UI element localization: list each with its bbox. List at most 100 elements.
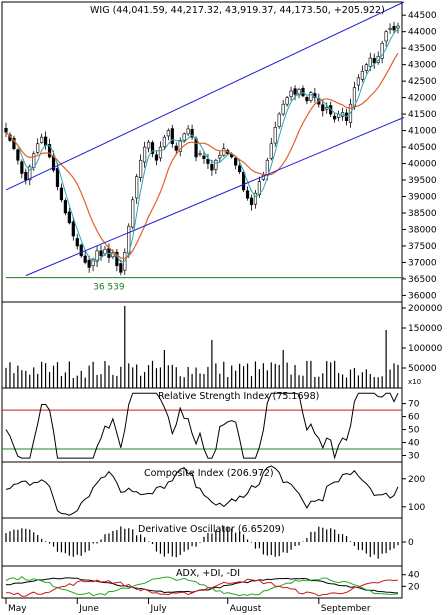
candle-body [301,87,305,97]
candle [245,186,250,201]
candle-body [170,128,174,145]
candle [150,140,155,158]
candle-body [289,90,293,97]
slow-moving-average-line [5,52,399,260]
candle-body [166,130,170,137]
candle [115,248,119,272]
candle-body [28,166,32,181]
rsi-axis-label: 50 [408,426,420,436]
candle-body [388,28,392,30]
candle-body [222,148,226,156]
candle [67,207,71,225]
candle [95,245,99,268]
candle [12,135,16,151]
volume-unit-label: x10 [408,378,421,386]
candle-body [40,136,44,143]
candle-body [24,171,28,181]
candle-body [146,141,151,149]
candle [186,125,190,137]
candle-body [91,258,95,267]
candle [396,22,400,34]
candle-body [198,153,202,156]
candle [146,139,151,153]
price-axis-label: 38500 [408,209,437,219]
candle [158,141,163,162]
candle [360,65,364,83]
candle [166,128,170,141]
candle [218,151,222,163]
candle-body [55,168,60,187]
candle-body [325,107,329,110]
candle [55,162,60,191]
candle-body [95,250,99,262]
candle-body [372,57,376,64]
price-axis-label: 40500 [408,143,437,153]
candle [178,137,182,157]
candle-body [281,103,285,115]
candle-body [190,129,194,138]
candle-body [99,250,103,257]
candle-body [20,161,24,174]
price-axis-label: 44500 [408,11,437,21]
rsi-axis-label: 30 [408,452,420,462]
volume-axis-label: 50000 [408,364,437,374]
plus-di-line [5,576,399,597]
candle [202,151,206,164]
candle [234,156,238,170]
price-axis-label: 42000 [408,94,437,104]
price-axis-label: 40000 [408,160,437,170]
adx-title: ADX, +DI, -DI [176,568,240,579]
candle-body [210,164,214,171]
x-axis-label: September [321,604,371,614]
x-axis-label: May [8,604,27,614]
composite-index-line [5,465,399,516]
candle-body [297,89,301,96]
rsi-axis-label: 70 [408,400,420,410]
composite-index-title: Composite Index (206.972) [144,468,274,479]
candle-body [392,26,396,31]
candle-body [333,115,337,120]
candle [71,216,75,241]
candle-body [364,64,368,71]
candle-body [32,153,36,169]
candle [289,86,293,101]
candle-body [309,92,313,101]
candle [198,150,202,157]
candle-body [214,159,218,170]
price-axis-label: 39500 [408,176,437,186]
candle [40,133,44,144]
support-level-label: 36 539 [93,283,125,293]
candle-body [202,155,206,159]
candle-body [337,113,341,118]
candle-body [63,200,67,214]
candle [87,255,91,273]
candle [321,99,325,117]
price-axis-label: 39000 [408,193,437,203]
candle-body [67,211,71,224]
candle-body [194,138,198,158]
candle [309,90,313,103]
candle-body [241,171,246,191]
candle-body [47,144,52,158]
candle [162,134,166,151]
candle [269,137,273,161]
price-axis-label: 43500 [408,44,437,54]
candle-body [321,104,325,112]
price-axis-label: 41000 [408,127,437,137]
candle-body [162,136,166,148]
candle [75,233,79,250]
candle-body [75,238,79,247]
adx-axis-label: 20 [408,582,420,592]
candle [214,158,218,175]
rsi-title: Relative Strength Index (75.1698) [158,391,319,402]
candle-body [174,145,178,151]
candle-body [218,154,222,159]
candle-body [79,244,83,257]
price-chart-title: WIG (44,041.59, 44,217.32, 43,919.37, 44… [90,5,385,16]
candle-body [135,176,139,199]
candle [313,87,317,103]
candle-body [139,159,143,178]
price-axis-label: 44000 [408,28,437,38]
